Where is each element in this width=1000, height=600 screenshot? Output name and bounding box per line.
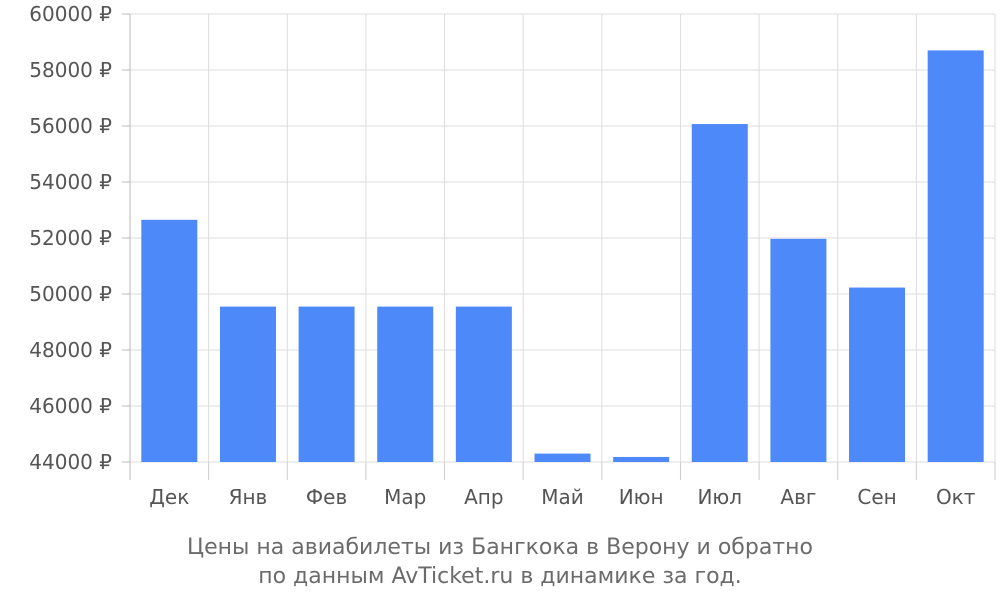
x-tick-label: Сен (857, 485, 896, 509)
y-tick-label: 44000 ₽ (29, 450, 112, 474)
bar-chart: 44000 ₽ 46000 ₽ 48000 ₽ 50000 ₽ 52000 ₽ 54000… (29, 2, 996, 509)
x-tick-label: Авг (780, 485, 816, 509)
bar-1 (141, 219, 198, 462)
bar-2 (219, 306, 276, 462)
x-tick-label: Мар (384, 485, 426, 509)
x-tick-label: Окт (936, 485, 976, 509)
y-tick-label: 54000 ₽ (29, 170, 112, 194)
bar-6 (534, 453, 591, 462)
chart-caption-line-1: Цены на авиабилеты из Бангкока в Верону … (187, 535, 813, 560)
x-tick-label: Июл (697, 485, 742, 509)
y-tick-label: 48000 ₽ (29, 338, 112, 362)
x-tick-label: Дек (149, 485, 189, 509)
bar-5 (455, 306, 512, 462)
y-tick-label: 60000 ₽ (29, 2, 112, 26)
bar-9 (770, 238, 827, 462)
bar-11 (927, 50, 984, 463)
y-tick-label: 56000 ₽ (29, 114, 112, 138)
x-tick-label: Фев (306, 485, 347, 509)
x-tick-label: Апр (464, 485, 503, 509)
bar-8 (691, 124, 748, 462)
y-tick-label: 52000 ₽ (29, 226, 112, 250)
y-tick-label: 58000 ₽ (29, 58, 112, 82)
y-tick-label: 50000 ₽ (29, 282, 112, 306)
x-tick-label: Июн (619, 485, 664, 509)
x-tick-label: Янв (229, 485, 268, 509)
bar-4 (377, 306, 434, 462)
chart-caption-line-2: по данным AvTicket.ru в динамике за год. (258, 564, 742, 589)
bar-7 (613, 456, 670, 462)
x-tick-label: Май (541, 485, 584, 509)
y-tick-label: 46000 ₽ (29, 394, 112, 418)
bar-3 (298, 306, 355, 462)
bar-10 (849, 287, 906, 462)
